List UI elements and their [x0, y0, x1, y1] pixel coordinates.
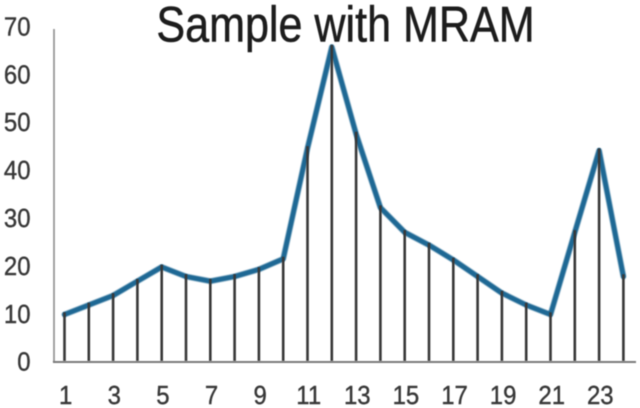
svg-text:21: 21 [538, 381, 565, 408]
svg-text:7: 7 [205, 381, 218, 408]
svg-text:17: 17 [441, 381, 468, 408]
svg-text:23: 23 [587, 381, 614, 408]
svg-text:5: 5 [156, 381, 169, 408]
svg-text:13: 13 [344, 381, 371, 408]
svg-text:20: 20 [4, 252, 31, 281]
svg-text:40: 40 [4, 156, 31, 185]
svg-text:10: 10 [4, 300, 31, 329]
svg-text:60: 60 [4, 60, 31, 89]
svg-text:11: 11 [296, 381, 321, 408]
svg-text:19: 19 [490, 381, 517, 408]
svg-text:0: 0 [17, 348, 30, 377]
svg-text:3: 3 [108, 381, 121, 408]
svg-text:Sample with MRAM: Sample with MRAM [156, 0, 534, 52]
svg-text:1: 1 [59, 381, 72, 408]
svg-text:70: 70 [4, 13, 31, 42]
svg-text:50: 50 [4, 108, 31, 137]
svg-text:15: 15 [393, 381, 420, 408]
svg-text:30: 30 [4, 204, 31, 233]
svg-text:9: 9 [253, 381, 266, 408]
